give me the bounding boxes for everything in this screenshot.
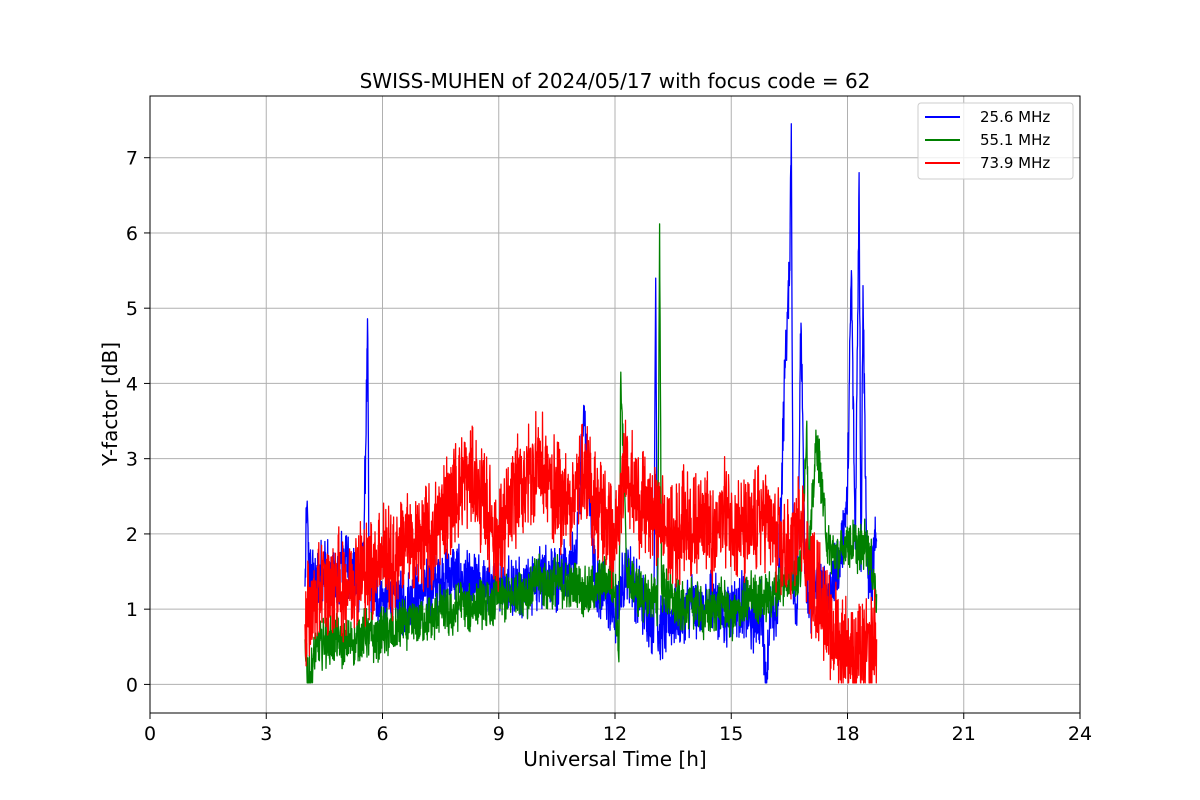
x-tick-label: 24: [1068, 723, 1092, 745]
x-tick-label: 0: [144, 723, 156, 745]
legend-label: 25.6 MHz: [980, 108, 1050, 126]
legend-entries: 25.6 MHz 55.1 MHz 73.9 MHz: [925, 108, 1050, 172]
y-tick-label: 6: [126, 223, 138, 245]
chart-title: SWISS-MUHEN of 2024/05/17 with focus cod…: [360, 69, 871, 93]
y-tick-label: 1: [126, 599, 138, 621]
series-layer: [304, 123, 878, 684]
x-tick-label: 18: [835, 723, 859, 745]
y-tick-label: 0: [126, 674, 138, 696]
x-tick-label: 21: [952, 723, 976, 745]
y-tick-label: 5: [126, 298, 138, 320]
x-tick-label: 3: [260, 723, 272, 745]
x-tick-label: 12: [603, 723, 627, 745]
x-tick-label: 9: [493, 723, 505, 745]
y-tick-label: 7: [126, 148, 138, 170]
series-line-73-9-mhz: [304, 411, 878, 684]
legend: 25.6 MHz 55.1 MHz 73.9 MHz: [917, 102, 1074, 180]
y-tick-label: 4: [126, 373, 138, 395]
y-tick-label: 2: [126, 524, 138, 546]
x-tick-label: 6: [376, 723, 388, 745]
legend-label: 73.9 MHz: [980, 154, 1050, 172]
x-tick-label: 15: [719, 723, 743, 745]
y-axis-label: Y-factor [dB]: [98, 342, 122, 467]
plot-area: [304, 123, 878, 684]
x-axis-label: Universal Time [h]: [523, 747, 706, 771]
legend-box: [917, 102, 1074, 180]
legend-label: 55.1 MHz: [980, 131, 1050, 149]
y-tick-label: 3: [126, 449, 138, 471]
